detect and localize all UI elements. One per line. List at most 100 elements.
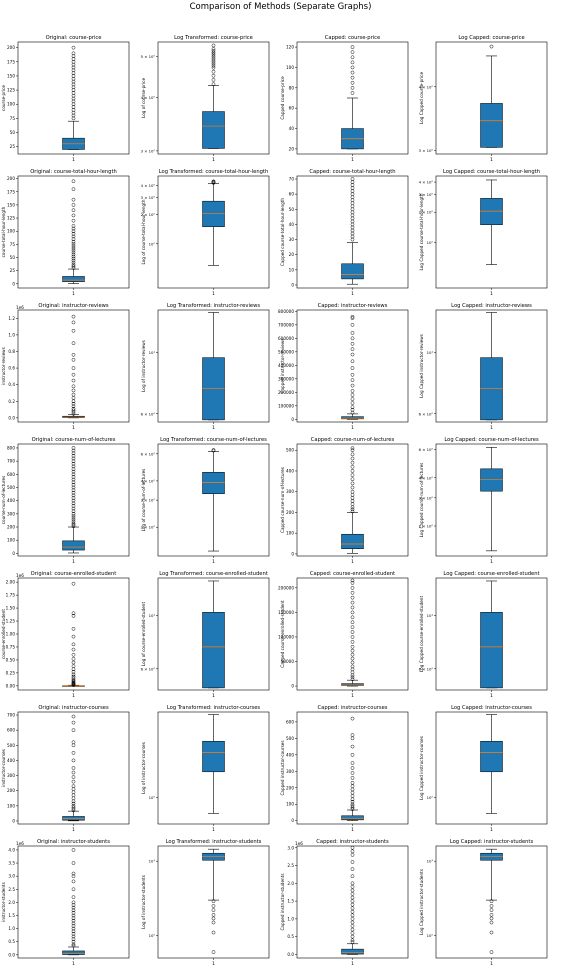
outlier-point <box>71 916 76 920</box>
y-tick-label: 0.0 <box>8 952 15 957</box>
outlier-point <box>350 874 355 879</box>
outlier-point <box>211 43 216 48</box>
outlier-point <box>211 913 216 917</box>
y-tick-label: 500 <box>7 485 15 490</box>
y-tick-label: 10¹ <box>427 859 434 864</box>
outlier-point <box>350 895 355 900</box>
outlier-point <box>350 378 355 382</box>
outlier-point <box>71 263 76 267</box>
outlier-point <box>350 70 355 75</box>
y-tick-label: 0 <box>12 818 15 823</box>
outlier-point <box>71 488 76 492</box>
outlier-point <box>350 927 355 932</box>
y-tick-label: 125 <box>7 216 15 221</box>
y-tick-label: 400 <box>7 758 15 763</box>
subplot-title: Original: course-enrolled-student <box>31 571 117 577</box>
figure-title: Comparison of Methods (Separate Graphs) <box>189 2 372 12</box>
y-tick-label: 10⁰ <box>427 795 434 800</box>
y-tick-label: 3 × 10⁰ <box>419 495 434 500</box>
x-tick-label: 1 <box>212 559 215 565</box>
iqr-box <box>341 815 364 821</box>
outlier-point <box>71 404 76 409</box>
y-tick-label: 10⁰ <box>149 933 156 938</box>
y-axis-label: Capped course-price <box>280 76 285 120</box>
outlier-point <box>71 244 76 248</box>
y-tick-label: 2 × 10⁰ <box>419 210 434 215</box>
outlier-point <box>71 861 76 865</box>
subplot-title: Log Transformed: course-enrolled-student <box>159 571 268 577</box>
outlier-point <box>350 75 355 80</box>
iqr-box <box>341 416 364 420</box>
outlier-point <box>350 677 355 682</box>
outlier-point <box>71 197 76 202</box>
y-tick-label: 200 <box>7 788 15 793</box>
outlier-point <box>211 48 216 53</box>
outlier-point <box>350 940 355 944</box>
outlier-point <box>71 352 76 357</box>
outlier-point <box>71 490 76 495</box>
outlier-point <box>350 331 355 335</box>
y-tick-label: 4 × 10⁰ <box>141 478 156 483</box>
outlier-point <box>211 47 216 51</box>
outlier-point <box>350 797 355 802</box>
outlier-point <box>350 906 355 911</box>
outlier-point <box>211 82 216 87</box>
y-tick-label: 0.6 <box>8 366 15 371</box>
outlier-point <box>71 751 76 755</box>
outlier-point <box>71 179 76 184</box>
outlier-point <box>211 54 216 59</box>
y-tick-label: 4 × 10⁰ <box>141 95 156 100</box>
subplot-title: Original: instructor-reviews <box>38 303 108 309</box>
outlier-point <box>350 660 355 665</box>
outlier-point <box>71 498 76 503</box>
subplot-title: Log Capped: instructor-students <box>450 839 534 845</box>
outlier-point <box>71 740 76 745</box>
subplot-title: Log Capped: course-total-hour-length <box>443 169 540 175</box>
outlier-point <box>71 472 76 477</box>
y-tick-label: 10¹ <box>149 859 156 864</box>
outlier-point <box>350 477 355 482</box>
y-tick-label: 4 × 10⁰ <box>419 475 434 480</box>
y-tick-label: 4 × 10⁰ <box>419 180 434 185</box>
y-tick-label: 3.5 <box>8 861 15 866</box>
y-tick-label: 2 × 10⁰ <box>419 524 434 529</box>
outlier-point <box>71 775 76 779</box>
outlier-point <box>71 260 76 265</box>
y-tick-label: 100 <box>7 538 15 543</box>
y-tick-label: 30 <box>289 237 295 242</box>
y-tick-label: 40 <box>289 126 295 131</box>
outlier-point <box>350 640 355 644</box>
y-tick-label: 500 <box>286 448 294 453</box>
outlier-point <box>71 581 76 586</box>
x-tick-label: 1 <box>490 291 493 297</box>
outlier-point <box>71 51 76 56</box>
outlier-point <box>71 848 76 852</box>
outlier-point <box>350 204 355 209</box>
outlier-point <box>350 336 355 341</box>
iqr-box <box>480 468 503 492</box>
subplot-title: Capped: course-price <box>325 35 380 41</box>
outlier-point <box>71 918 76 923</box>
outlier-point <box>71 250 76 255</box>
y-tick-label: 200 <box>286 510 294 515</box>
y-tick-label: 600000 <box>278 336 294 341</box>
y-axis-label: Log of course-enrolled-student <box>141 602 146 667</box>
y-tick-label: 120 <box>286 45 294 50</box>
subplot-title: Capped: instructor-reviews <box>318 303 388 309</box>
outlier-point <box>71 903 76 907</box>
y-tick-label: 800000 <box>278 309 294 314</box>
subplot-title: Original: course-num-of-lectures <box>32 437 116 443</box>
outlier-point <box>71 378 76 383</box>
outlier-point <box>71 252 76 257</box>
y-tick-label: 200 <box>286 785 294 790</box>
outlier-point <box>71 720 76 725</box>
outlier-point <box>350 45 355 49</box>
outlier-point <box>71 913 76 918</box>
outlier-point <box>71 921 76 926</box>
y-tick-label: 20 <box>289 146 295 151</box>
outlier-point <box>71 88 76 92</box>
y-tick-label: 0 <box>12 551 15 556</box>
iqr-box <box>480 198 503 225</box>
outlier-point <box>71 513 76 518</box>
outlier-point <box>71 224 76 228</box>
